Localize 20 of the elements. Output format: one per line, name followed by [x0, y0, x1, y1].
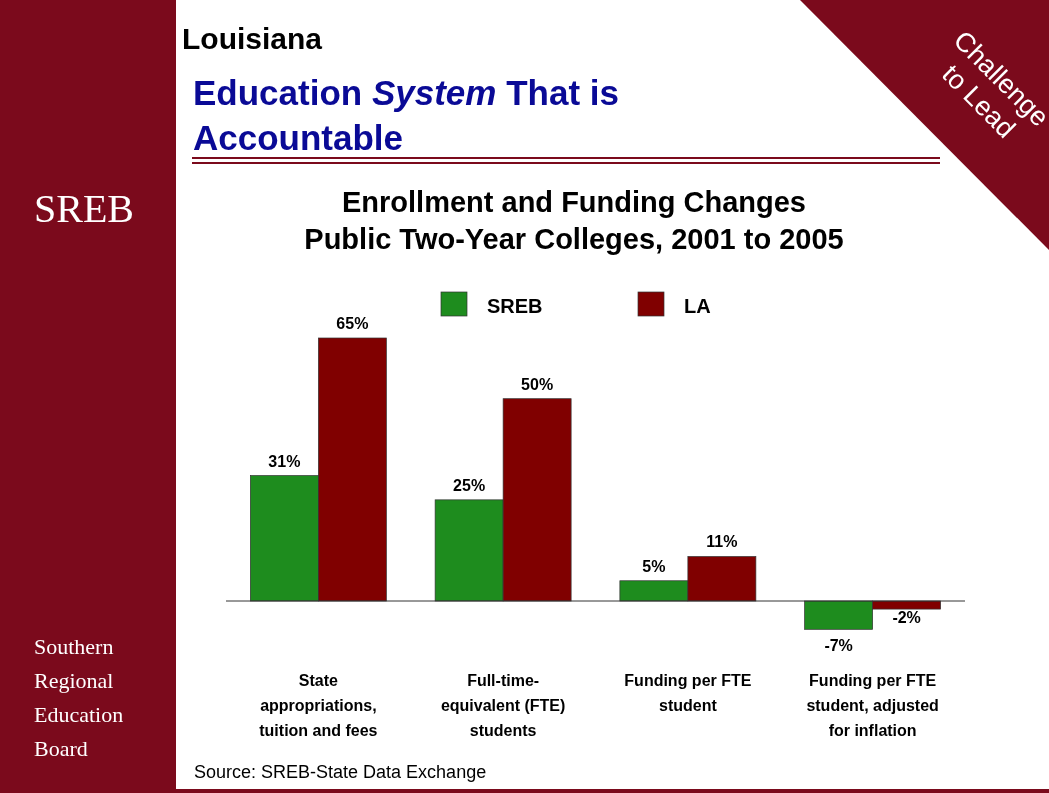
data-label: 31%	[268, 452, 301, 470]
text: Southern Regional Education Board	[34, 634, 124, 761]
x-tick-label: Funding per FTE student, adjusted for inflation	[806, 672, 939, 739]
data-label: -2%	[892, 609, 921, 627]
data-label: 25%	[453, 476, 486, 494]
legend-label: SREB	[487, 295, 543, 317]
text: SREB	[34, 186, 135, 231]
source-note: Source: SREB-State Data Exchange	[194, 762, 487, 782]
data-label: -7%	[824, 637, 853, 655]
x-tick-label: Full-time-equivalent (FTE) students	[440, 672, 566, 739]
chart-title: Enrollment and Funding Changes Public Two-Year Colleges, 2001 to 2005	[304, 186, 844, 255]
x-tick-label: State appropriations, tuition and fees	[259, 672, 378, 739]
legend-label: LA	[684, 295, 711, 317]
data-label: 65%	[336, 315, 369, 332]
text: Louisiana	[182, 22, 323, 55]
data-label: 11%	[706, 533, 738, 551]
data-label: 50%	[521, 375, 554, 393]
data-label: 5%	[642, 557, 666, 575]
x-tick-label: Funding per FTE student	[624, 672, 752, 714]
text: Education System That is Accountable	[193, 73, 619, 157]
